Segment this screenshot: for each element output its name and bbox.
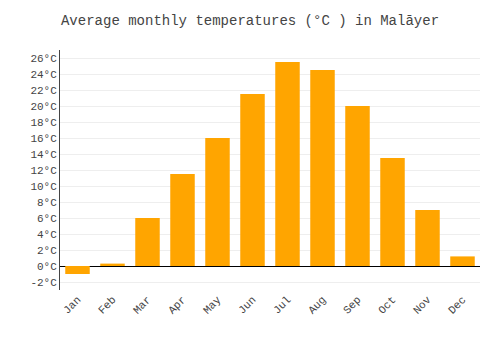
svg-text:Dec: Dec	[446, 294, 468, 316]
svg-text:Jan: Jan	[61, 294, 83, 316]
svg-text:-2°C: -2°C	[30, 277, 57, 289]
svg-text:Jun: Jun	[236, 294, 258, 316]
svg-text:Feb: Feb	[96, 294, 118, 316]
svg-text:22°C: 22°C	[30, 85, 57, 97]
svg-text:2°C: 2°C	[37, 245, 57, 257]
svg-text:10°C: 10°C	[30, 181, 57, 193]
svg-text:14°C: 14°C	[30, 149, 57, 161]
svg-text:Aug: Aug	[306, 294, 328, 316]
svg-text:Average monthly temperatures (: Average monthly temperatures (°C ) in Ma…	[61, 13, 439, 29]
svg-text:6°C: 6°C	[37, 213, 57, 225]
svg-text:0°C: 0°C	[37, 261, 57, 273]
svg-text:Oct: Oct	[376, 294, 398, 316]
svg-text:Mar: Mar	[131, 294, 153, 316]
svg-text:16°C: 16°C	[30, 133, 57, 145]
svg-text:18°C: 18°C	[30, 117, 57, 129]
svg-text:24°C: 24°C	[30, 69, 57, 81]
svg-text:Jul: Jul	[271, 294, 293, 316]
svg-text:8°C: 8°C	[37, 197, 57, 209]
svg-text:May: May	[201, 294, 224, 317]
svg-text:12°C: 12°C	[30, 165, 57, 177]
svg-text:26°C: 26°C	[30, 53, 57, 65]
svg-text:20°C: 20°C	[30, 101, 57, 113]
svg-text:Sep: Sep	[341, 294, 363, 316]
svg-text:4°C: 4°C	[37, 229, 57, 241]
svg-text:Apr: Apr	[166, 294, 188, 316]
svg-text:Nov: Nov	[411, 294, 434, 317]
